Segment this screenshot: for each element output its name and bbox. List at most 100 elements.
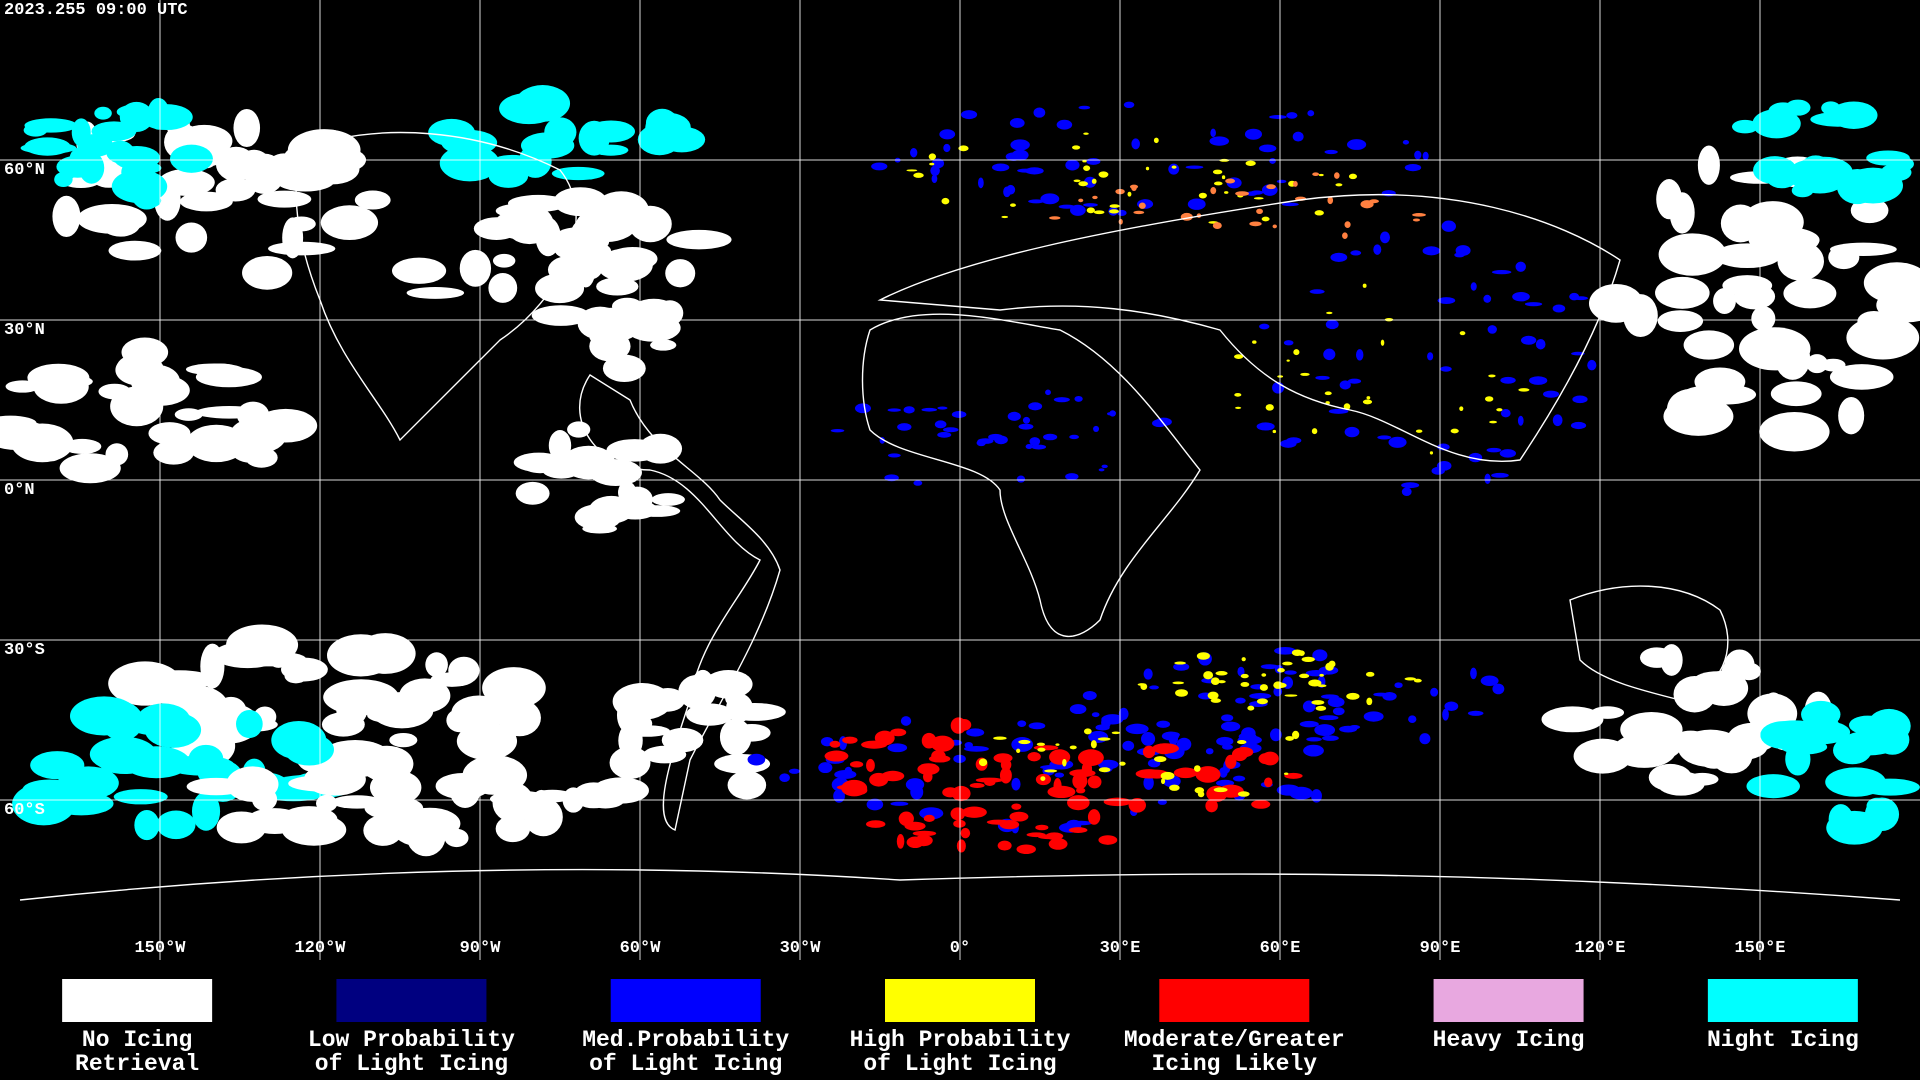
cloud-blob xyxy=(1470,667,1477,680)
cloud-blob xyxy=(1286,359,1290,362)
cloud-blob xyxy=(441,129,498,156)
cloud-blob xyxy=(608,326,636,340)
cloud-blob xyxy=(59,453,121,484)
cloud-blob xyxy=(530,789,574,803)
cloud-blob xyxy=(866,798,884,811)
cloud-blob xyxy=(1029,437,1041,446)
cloud-blob xyxy=(567,421,591,438)
cloud-blob xyxy=(156,810,196,840)
cloud-blob xyxy=(986,819,1011,825)
cloud-blob xyxy=(1203,671,1214,680)
legend-label: Icing Likely xyxy=(1151,1051,1317,1077)
cloud-blob xyxy=(1153,137,1159,144)
longitude-label: 60°E xyxy=(1260,939,1301,958)
legend-label: of Light Icing xyxy=(315,1051,508,1077)
cloud-blob xyxy=(1098,759,1119,770)
cloud-blob xyxy=(1763,692,1784,718)
cloud-blob xyxy=(1499,449,1516,458)
cloud-blob xyxy=(1713,288,1736,314)
cloud-blob xyxy=(473,217,520,240)
cloud-blob xyxy=(1343,403,1351,410)
cloud-blob xyxy=(282,145,322,177)
cloud-blob xyxy=(1234,354,1244,359)
cloud-blob xyxy=(1143,775,1154,790)
cloud-blob xyxy=(1098,468,1105,472)
cloud-blob xyxy=(100,210,141,237)
cloud-blob xyxy=(1142,745,1156,759)
cloud-blob xyxy=(108,240,162,261)
cloud-blob xyxy=(1826,810,1883,845)
cloud-blob xyxy=(505,204,554,245)
cloud-blob xyxy=(1053,778,1062,795)
cloud-blob xyxy=(1404,677,1416,681)
cloud-blob xyxy=(964,741,973,749)
cloud-blob xyxy=(1237,791,1250,797)
cloud-blob xyxy=(1284,772,1303,779)
cloud-blob xyxy=(52,375,93,388)
cloud-blob xyxy=(1330,252,1348,263)
cloud-blob xyxy=(1078,198,1084,203)
cloud-blob xyxy=(928,153,936,160)
cloud-blob xyxy=(593,191,650,231)
cloud-blob xyxy=(1319,673,1324,677)
cloud-blob xyxy=(988,433,1004,441)
cloud-blob xyxy=(1259,684,1268,691)
cloud-blob xyxy=(251,787,278,811)
cloud-blob xyxy=(451,695,506,731)
cloud-blob xyxy=(1863,262,1920,304)
cloud-blob xyxy=(928,755,951,763)
cloud-blob xyxy=(650,339,677,351)
cloud-blob xyxy=(1360,200,1374,209)
cloud-blob xyxy=(1327,697,1345,708)
cloud-blob xyxy=(1459,406,1464,412)
cloud-blob xyxy=(1669,192,1695,234)
cloud-blob xyxy=(1283,340,1294,346)
cloud-blob xyxy=(1193,765,1201,772)
cloud-blob xyxy=(922,770,933,783)
cloud-blob xyxy=(1252,340,1257,344)
cloud-blob xyxy=(1240,682,1250,687)
cloud-blob xyxy=(1292,181,1298,187)
cloud-blob xyxy=(1245,160,1256,166)
cloud-blob xyxy=(1612,733,1677,768)
cloud-blob xyxy=(1312,649,1328,662)
cloud-blob xyxy=(1785,99,1811,116)
cloud-blob xyxy=(236,401,270,429)
cloud-blob xyxy=(1783,278,1837,309)
cloud-blob xyxy=(1272,429,1277,434)
cloud-blob xyxy=(1697,145,1720,185)
cloud-blob xyxy=(1866,150,1910,166)
cloud-blob xyxy=(1256,698,1268,705)
cloud-blob xyxy=(1415,429,1423,433)
cloud-blob xyxy=(303,763,366,796)
cloud-blob xyxy=(1010,139,1030,151)
cloud-blob xyxy=(1074,395,1083,402)
cloud-blob xyxy=(1168,163,1180,175)
cloud-blob xyxy=(691,669,715,702)
cloud-blob xyxy=(1512,292,1530,302)
cloud-blob xyxy=(923,814,935,822)
cloud-blob xyxy=(1363,711,1384,722)
cloud-blob xyxy=(1300,372,1310,376)
cloud-blob xyxy=(1157,799,1167,805)
cloud-blob xyxy=(1210,698,1222,703)
cloud-blob xyxy=(1746,774,1800,799)
cloud-blob xyxy=(1402,140,1410,145)
cloud-blob xyxy=(130,364,180,398)
cloud-blob xyxy=(1083,203,1098,207)
cloud-blob xyxy=(169,144,213,173)
cloud-blob xyxy=(1218,767,1228,778)
cloud-blob xyxy=(1083,728,1092,735)
cloud-blob xyxy=(1830,242,1897,256)
cloud-blob xyxy=(1221,714,1234,722)
cloud-blob xyxy=(788,768,800,774)
cloud-blob xyxy=(1250,190,1264,195)
cloud-blob xyxy=(1318,173,1324,177)
cloud-blob xyxy=(1674,386,1727,425)
cloud-blob xyxy=(1259,323,1270,330)
cloud-blob xyxy=(1860,778,1920,796)
legend-label: Moderate/Greater xyxy=(1124,1027,1345,1053)
cloud-blob xyxy=(596,277,639,296)
cloud-blob xyxy=(121,159,149,185)
cloud-blob xyxy=(1485,396,1494,402)
